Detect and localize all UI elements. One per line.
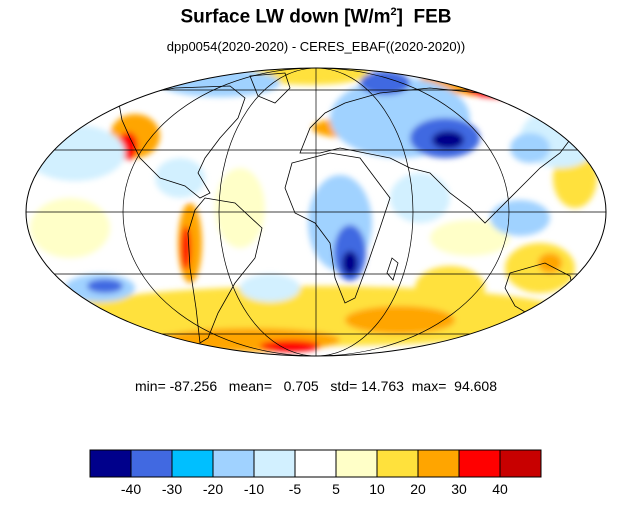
map-title: Surface LW down [W/m2] FEB [180, 6, 452, 28]
colorbar-tick-label: 30 [451, 481, 467, 497]
north-america-outline [117, 85, 246, 199]
colorbar: -40 -30 -20 -10 -5 5 10 20 30 40 [89, 449, 542, 497]
colorbar-labels: -40 -30 -20 -10 -5 5 10 20 30 40 [121, 481, 508, 497]
colorbar-tick-label: -5 [289, 481, 302, 497]
statistics-line: min= -87.256 mean= 0.705 std= 14.763 max… [0, 378, 632, 394]
colorbar-tick-label: 40 [492, 481, 508, 497]
colorbar-tick-label: -30 [162, 481, 182, 497]
max-value: 94.608 [454, 378, 497, 394]
colorbar-tick-label: -40 [121, 481, 141, 497]
min-label: min= [135, 378, 166, 394]
max-label: max= [411, 378, 447, 394]
mollweide-map [25, 67, 607, 357]
colorbar-box [376, 449, 419, 478]
greenland-outline [249, 72, 291, 104]
colorbar-boxes [89, 449, 542, 478]
std-label: std= [330, 378, 358, 394]
colorbar-box [253, 449, 296, 478]
mean-label: mean= [228, 378, 272, 394]
globe-border [25, 67, 607, 357]
madagascar-outline [386, 257, 399, 281]
colorbar-box [499, 449, 542, 478]
south-america-outline [187, 197, 263, 344]
colorbar-box [171, 449, 214, 478]
colorbar-tick-label: -10 [244, 481, 264, 497]
colorbar-box [89, 449, 132, 478]
title-superscript: 2 [390, 6, 397, 18]
colorbar-box [458, 449, 501, 478]
meridian-120 [122, 68, 510, 356]
colorbar-tick-label: 10 [369, 481, 385, 497]
eurasia-outline [299, 87, 576, 224]
colorbar-tick-label: -20 [203, 481, 223, 497]
map-subtitle: dpp0054(2020-2020) - CERES_EBAF((2020-20… [166, 39, 466, 54]
mean-value: 0.705 [283, 378, 319, 394]
meridian-60 [218, 68, 414, 356]
colorbar-box [335, 449, 378, 478]
colorbar-box [212, 449, 255, 478]
africa-outline [284, 152, 391, 304]
std-value: 14.763 [361, 378, 404, 394]
colorbar-box [294, 449, 337, 478]
min-value: -87.256 [169, 378, 218, 394]
colorbar-box [130, 449, 173, 478]
colorbar-tick-label: 5 [332, 481, 340, 497]
colorbar-box [417, 449, 460, 478]
colorbar-tick-label: 20 [410, 481, 426, 497]
